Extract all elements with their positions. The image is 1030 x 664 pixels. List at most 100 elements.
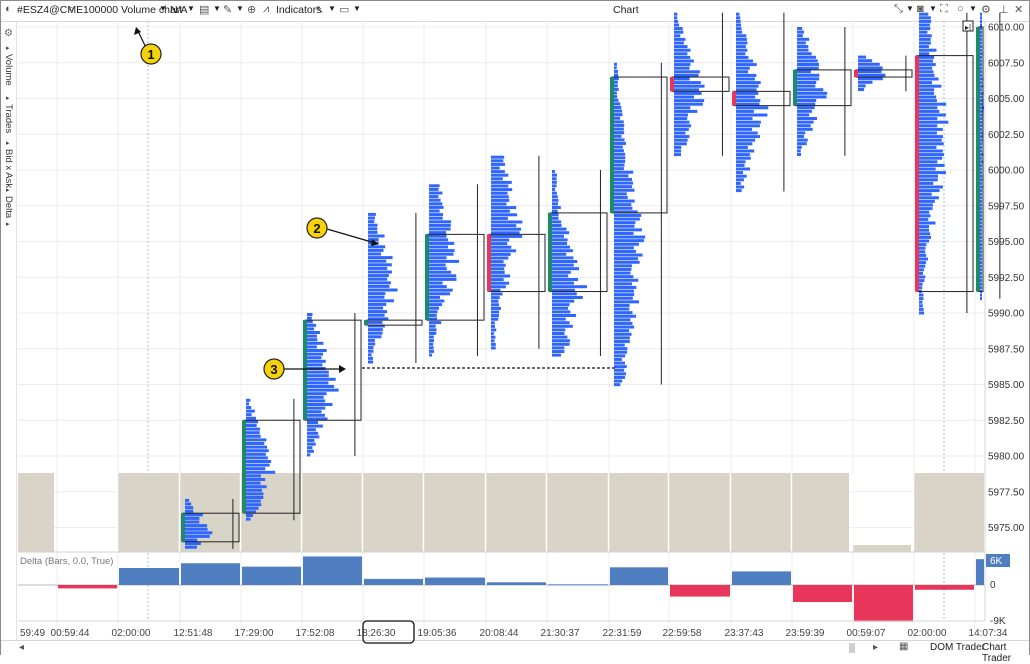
symbol-label[interactable]: #ESZ4@CME bbox=[17, 4, 84, 16]
scroll-to-end-button[interactable] bbox=[962, 20, 974, 32]
volume-profile-bar bbox=[491, 332, 494, 336]
volume-profile-bar bbox=[307, 421, 319, 424]
volume-profile-bar bbox=[674, 81, 701, 85]
delta-bar[interactable] bbox=[732, 571, 791, 585]
delta-bar[interactable] bbox=[303, 556, 362, 585]
chevron-right-icon[interactable]: ▸ bbox=[6, 187, 10, 194]
delta-bar[interactable] bbox=[976, 559, 984, 585]
volume-profile-bar bbox=[429, 220, 452, 224]
delta-bar[interactable] bbox=[548, 584, 608, 586]
candle-direction-strip bbox=[487, 234, 491, 292]
search-icon[interactable]: ⌕ bbox=[68, 3, 75, 15]
delta-bar[interactable] bbox=[610, 567, 668, 585]
volume-profile-bar bbox=[919, 160, 938, 164]
template-icon[interactable]: ▤ bbox=[199, 4, 210, 16]
chart-toolbar: ◐ #ESZ4@CME ⌕ 100000 Volume chart ▼ N/A … bbox=[1, 1, 1029, 22]
volume-profile-bar bbox=[797, 41, 806, 45]
volume-profile-bar bbox=[980, 181, 982, 185]
chevron-right-icon[interactable]: ▸ bbox=[6, 95, 10, 102]
layout-icon[interactable]: ▭ bbox=[339, 4, 350, 16]
volume-profile-bar bbox=[429, 277, 457, 281]
volume-profile-bar bbox=[429, 202, 443, 206]
volume-profile-bar bbox=[919, 181, 934, 185]
volume-profile-bar bbox=[736, 23, 742, 27]
volume-profile-bar bbox=[980, 84, 983, 88]
volume-profile-bar bbox=[246, 488, 262, 492]
chevron-right-icon[interactable]: ▸ bbox=[6, 45, 10, 52]
volume-profile-bar bbox=[307, 323, 317, 327]
side-item-trades[interactable]: Trades bbox=[3, 104, 14, 134]
delta-bar[interactable] bbox=[793, 585, 852, 602]
callout-1-label: 1 bbox=[147, 47, 154, 62]
callout-2-arrowhead bbox=[371, 239, 379, 246]
delta-bar[interactable] bbox=[58, 585, 117, 589]
scroll-right-icon[interactable]: ▸ bbox=[873, 642, 879, 653]
volume-profile-bar bbox=[307, 327, 315, 331]
indicators-button[interactable]: Indicators bbox=[276, 4, 322, 16]
circle-icon[interactable]: ○ bbox=[957, 3, 964, 15]
delta-panel-labels: Delta (Bars, 0.0, True) 6K 0 -9K bbox=[20, 554, 1010, 627]
volume-profile-bar bbox=[674, 77, 690, 81]
volume-profile-bar bbox=[919, 131, 937, 135]
delta-bar[interactable] bbox=[854, 585, 913, 622]
scrollbar-thumb[interactable] bbox=[849, 643, 855, 653]
delta-bar[interactable] bbox=[364, 578, 423, 585]
gear-icon[interactable]: ⚙ bbox=[4, 28, 13, 39]
volume-profile-bar bbox=[552, 350, 565, 353]
volume-profile-bar bbox=[368, 266, 388, 270]
volume-profile-bar bbox=[614, 372, 627, 376]
delta-bar[interactable] bbox=[425, 577, 485, 585]
collapse-icon[interactable]: ⤡ bbox=[894, 3, 903, 15]
volume-profile-bar bbox=[674, 34, 681, 38]
volume-profile-bar bbox=[491, 317, 499, 321]
volume-profile-bar bbox=[736, 59, 753, 63]
close-icon[interactable]: ✕ bbox=[1014, 4, 1024, 16]
delta-bar[interactable] bbox=[670, 585, 730, 597]
delta-bar[interactable] bbox=[487, 582, 546, 585]
side-item-bid-x-ask[interactable]: Bid x Ask bbox=[3, 149, 14, 189]
volume-profile-bar bbox=[552, 180, 557, 184]
fullscreen-icon[interactable]: ⛶ bbox=[940, 3, 948, 15]
volume-profile-bar bbox=[491, 198, 510, 202]
volume-profile-bar bbox=[429, 195, 439, 199]
delta-bar[interactable] bbox=[242, 566, 301, 585]
cursor-icon[interactable]: ↖ bbox=[315, 4, 325, 16]
volume-profile-bar bbox=[736, 63, 757, 67]
gear-icon[interactable]: ⚙ bbox=[981, 4, 991, 16]
side-item-volume[interactable]: Volume bbox=[3, 54, 14, 86]
volume-profile-bar bbox=[368, 223, 378, 227]
volume-profile-bar bbox=[307, 431, 319, 435]
volume-profile-bar bbox=[614, 73, 619, 77]
scroll-left-icon[interactable]: ◂ bbox=[19, 642, 25, 653]
pin-icon[interactable]: ⊥ bbox=[999, 4, 1009, 16]
zoom-icon[interactable]: ⊕ bbox=[247, 4, 257, 16]
volume-profile-bar bbox=[491, 314, 500, 318]
volume-profile-bar bbox=[614, 192, 627, 196]
dom-trader-button[interactable]: DOM Trader bbox=[930, 642, 986, 653]
volume-profile-bar bbox=[980, 145, 982, 149]
volume-profile-bar bbox=[674, 142, 687, 146]
volume-profile-bar bbox=[307, 417, 328, 421]
volume-profile-bar bbox=[736, 120, 761, 124]
delta-top-badge: 6K bbox=[990, 556, 1003, 567]
price-tick-label: 6010.00 bbox=[988, 23, 1025, 34]
volume-profile-bar bbox=[858, 62, 880, 66]
volume-profile-bar bbox=[552, 278, 579, 281]
delta-bar[interactable] bbox=[181, 563, 240, 585]
volume-profile-bar bbox=[491, 170, 505, 174]
delta-bar[interactable] bbox=[119, 568, 179, 585]
pencil-icon[interactable]: ✎ bbox=[223, 4, 233, 16]
side-item-delta[interactable]: Delta bbox=[3, 196, 14, 219]
calendar-icon[interactable]: ▦ bbox=[899, 641, 909, 652]
volume-profile-bar bbox=[919, 239, 930, 243]
volume-profile-bar bbox=[552, 288, 575, 292]
volume-profile-bar bbox=[552, 342, 570, 346]
chevron-right-icon[interactable]: ▸ bbox=[6, 221, 10, 228]
session-selector[interactable]: N/A bbox=[170, 4, 188, 16]
indicators-icon[interactable]: ⩘ bbox=[263, 3, 270, 15]
volume-profile-bar bbox=[246, 503, 262, 507]
chevron-right-icon[interactable]: ▸ bbox=[6, 140, 10, 147]
delta-bar[interactable] bbox=[915, 585, 974, 590]
camera-icon[interactable]: ◙ bbox=[917, 3, 924, 15]
